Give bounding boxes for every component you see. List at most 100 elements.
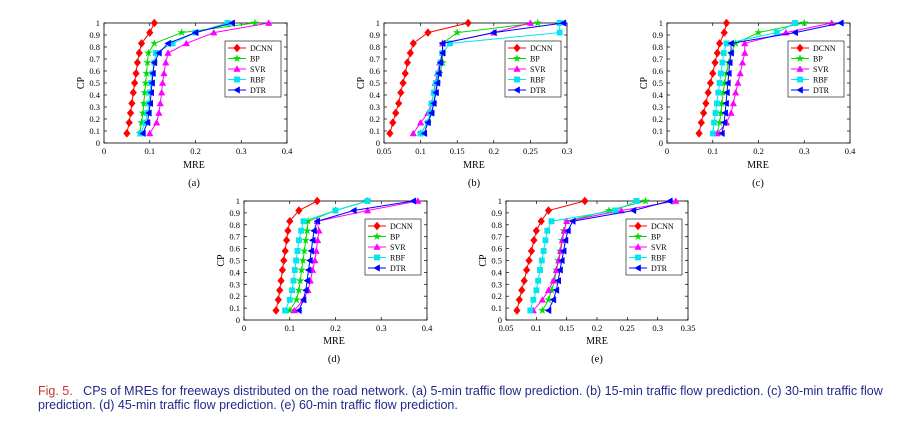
legend-label: DCNN [530,44,553,53]
data-point-rbf [792,20,799,26]
legend-marker-dtr [796,86,803,94]
data-point-dcnn [464,18,472,28]
data-point-dtr [295,306,302,315]
data-point-svr [544,286,553,294]
x-tick-label: 0.3 [236,146,247,156]
data-point-svr [158,79,167,86]
legend-label: DCNN [651,222,674,231]
y-axis-label: CP [639,76,650,89]
x-tick-label: 0.1 [144,146,155,156]
x-axis-label: MRE [183,160,205,171]
x-tick-label: 0.2 [190,146,201,156]
legend-marker-rbf [797,76,803,83]
x-axis-label: MRE [747,160,769,171]
y-tick-label: 0.8 [89,42,100,52]
legend-marker-rbf [635,254,641,261]
data-point-rbf [720,50,727,56]
x-tick-label: 0.25 [523,146,538,156]
data-point-dcnn [513,306,521,315]
data-point-dcnn [295,206,303,215]
y-tick-label: 0.7 [89,54,100,64]
data-point-dcnn [280,256,288,265]
data-point-dcnn [713,48,721,58]
y-tick-label: 0.2 [89,114,100,124]
data-point-dcnn [406,48,414,58]
y-tick-label: 0 [376,138,380,148]
legend-marker-dcnn [634,221,642,231]
y-tick-label: 0.7 [369,54,380,64]
legend-label: RBF [651,254,667,263]
x-tick-label: 0.2 [753,146,764,156]
data-point-dcnn [709,69,717,78]
data-point-dtr [564,227,571,235]
data-point-dcnn [704,88,712,97]
data-point-dtr [438,49,446,57]
data-point-bp [296,276,305,285]
x-tick-label: 0.1 [415,146,426,156]
data-point-rbf [527,307,534,314]
data-point-rbf [289,287,295,294]
data-point-dcnn [150,18,158,28]
legend-label: RBF [530,76,546,85]
data-point-rbf [293,257,300,264]
data-point-rbf [291,267,298,273]
data-point-bp [544,295,553,304]
data-point-dcnn [123,129,131,138]
y-tick-label: 0.4 [491,267,502,277]
data-point-rbf [537,267,543,273]
data-point-bp [800,18,809,27]
y-axis-label: CP [76,76,87,89]
data-point-dtr [559,19,567,27]
y-axis-label: CP [478,254,489,267]
data-point-dcnn [720,28,728,37]
x-axis-label: MRE [323,336,345,347]
data-point-dtr [558,256,565,265]
data-point-dcnn [706,78,715,88]
data-point-bp [300,246,309,255]
data-point-dcnn [537,216,545,226]
y-tick-label: 0 [96,138,100,148]
legend-label: BP [813,55,823,64]
y-tick-label: 0.3 [491,279,502,289]
data-point-svr [152,118,161,126]
legend-marker-bp [232,54,242,63]
caption-label: Fig. 5. [38,384,73,398]
data-point-dtr [629,206,637,215]
data-point-dcnn [146,28,154,37]
data-point-rbf [548,218,555,225]
data-point-svr [738,58,747,66]
series-dtr [295,197,417,315]
data-point-dcnn [530,236,538,245]
data-point-dcnn [399,78,407,88]
data-point-dcnn [313,196,321,206]
data-point-dtr [720,118,727,127]
data-point-svr [538,296,547,303]
x-tick-label: 0.2 [330,323,341,333]
x-tick-label: 0.1 [284,323,295,333]
data-point-dcnn [716,39,724,48]
data-point-rbf [332,207,339,214]
data-point-dtr [306,256,313,265]
legend-box [364,218,422,276]
x-tick-label: 0.4 [282,146,293,156]
data-point-dcnn [520,276,528,285]
series-svr [146,19,273,137]
data-point-dtr [561,236,569,244]
y-tick-label: 0.5 [491,256,502,266]
y-tick-label: 0.8 [491,220,502,230]
data-point-dtr [435,69,442,78]
data-point-dcnn [272,306,280,315]
data-point-svr [736,69,744,77]
y-tick-label: 0 [236,315,240,325]
data-point-rbf [715,89,722,96]
legend-label: BP [530,55,540,64]
legend-marker-dtr [373,264,380,272]
data-point-bp [294,285,304,294]
y-tick-label: 0.8 [229,220,240,230]
data-point-rbf [712,110,719,116]
x-tick-label: 0.15 [559,323,574,333]
data-point-dtr [228,19,235,27]
data-point-rbf [719,59,726,66]
data-point-rbf [364,198,371,204]
